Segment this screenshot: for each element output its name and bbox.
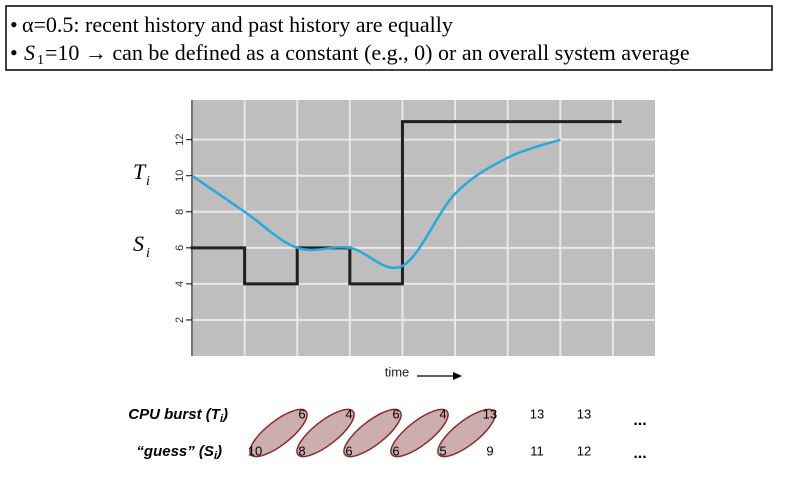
ellipsis: ... <box>633 445 646 462</box>
guess-curve <box>191 138 561 269</box>
oval <box>390 408 449 458</box>
ovals <box>249 408 496 458</box>
table-value: 11 <box>530 443 544 458</box>
header: • α=0.5: recent history and past history … <box>10 12 690 68</box>
table-value: 4 <box>439 406 446 421</box>
y-tick-label: 6 <box>174 245 186 251</box>
time-arrowhead <box>453 372 462 380</box>
row-label-end: ) <box>215 443 222 460</box>
annotation: T <box>133 159 147 184</box>
table-value: 4 <box>345 406 352 421</box>
row-label: CPU burst (Ti) <box>128 406 228 425</box>
subscript: 1 <box>37 53 44 68</box>
table-value: 5 <box>439 443 446 458</box>
row-label-end: ) <box>221 406 228 423</box>
table-value: 13 <box>483 406 497 421</box>
y-tick-label: 12 <box>174 134 186 146</box>
header-box <box>5 5 773 71</box>
y-tick-label: 8 <box>174 209 186 215</box>
table-value: 6 <box>392 443 399 458</box>
table-value: 6 <box>298 406 305 421</box>
marks <box>190 120 622 286</box>
value-table: CPU burst (Ti) 6 4 6 4 13 13 13 ...“guess” (Si) 1… <box>128 406 646 462</box>
plot-area <box>192 100 655 356</box>
oval <box>437 408 496 458</box>
annotation: S <box>133 231 144 256</box>
y-tick-label: 10 <box>174 170 186 182</box>
oval <box>343 408 402 458</box>
table-value: 13 <box>577 406 591 421</box>
row-label: “guess” (Si) <box>136 443 222 462</box>
header-line: α=0.5: recent history and past history a… <box>22 12 453 37</box>
annotation-sub: i <box>146 174 150 189</box>
table-value: 12 <box>577 443 591 458</box>
annotation-sub: i <box>146 246 150 261</box>
x-axis-label: time <box>385 364 410 379</box>
row-label-sub: i <box>220 413 224 425</box>
row-label-sub: i <box>214 450 218 462</box>
bullet: • <box>10 40 18 65</box>
oval <box>249 408 308 458</box>
table-value: 8 <box>298 443 305 458</box>
table-value: 10 <box>248 443 262 458</box>
bullet: • <box>10 12 18 37</box>
table-value: 9 <box>486 443 493 458</box>
y-tick-label: 2 <box>174 317 186 323</box>
oval <box>296 408 355 458</box>
y-tick-label: 4 <box>174 281 186 287</box>
header-line: =10 → can be defined as a constant (e.g.… <box>45 40 690 65</box>
variable: S <box>24 40 35 65</box>
table-value: 13 <box>530 406 544 421</box>
table-value: 6 <box>345 443 352 458</box>
table-value: 6 <box>392 406 399 421</box>
ellipsis: ... <box>633 412 646 429</box>
row-label-text: CPU burst (T <box>128 406 222 423</box>
row-label-text: “guess” (S <box>136 443 214 460</box>
